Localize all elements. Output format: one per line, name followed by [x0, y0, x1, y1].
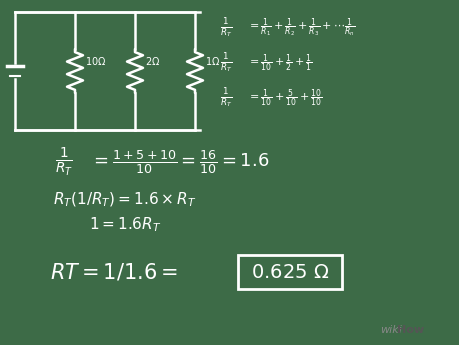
Text: $\frac{1}{R_T}$: $\frac{1}{R_T}$ [219, 86, 232, 110]
Text: $= \frac{1+5+10}{10} = \frac{16}{10} = 1.6$: $= \frac{1+5+10}{10} = \frac{16}{10} = 1… [90, 148, 269, 176]
Text: wiki: wiki [379, 325, 401, 335]
Text: $\frac{1}{R_T}$: $\frac{1}{R_T}$ [219, 51, 232, 75]
Text: 1$\Omega$: 1$\Omega$ [205, 55, 220, 67]
Text: $0.625\ \Omega$: $0.625\ \Omega$ [250, 263, 329, 282]
Text: 10$\Omega$: 10$\Omega$ [85, 55, 106, 67]
Text: $RT = 1/1.6 =$: $RT = 1/1.6 =$ [50, 262, 178, 283]
Text: 2$\Omega$: 2$\Omega$ [145, 55, 160, 67]
Text: $1 = 1.6R_T$: $1 = 1.6R_T$ [89, 216, 161, 234]
Text: $R_T(1/R_T) = 1.6 \times R_T$: $R_T(1/R_T) = 1.6 \times R_T$ [53, 191, 196, 209]
Text: $= \frac{1}{R_1} + \frac{1}{R_2} + \frac{1}{R_3} + \cdots \frac{1}{R_n}$: $= \frac{1}{R_1} + \frac{1}{R_2} + \frac… [246, 17, 354, 39]
Text: $= \frac{1}{10} + \frac{5}{10} + \frac{10}{10}$: $= \frac{1}{10} + \frac{5}{10} + \frac{1… [246, 87, 322, 109]
Text: $\frac{1}{R_T}$: $\frac{1}{R_T}$ [55, 146, 73, 178]
Text: $\frac{1}{R_T}$: $\frac{1}{R_T}$ [219, 16, 232, 40]
Text: How: How [396, 325, 423, 335]
Text: $= \frac{1}{10} + \frac{1}{2} + \frac{1}{1}$: $= \frac{1}{10} + \frac{1}{2} + \frac{1}… [246, 52, 312, 74]
